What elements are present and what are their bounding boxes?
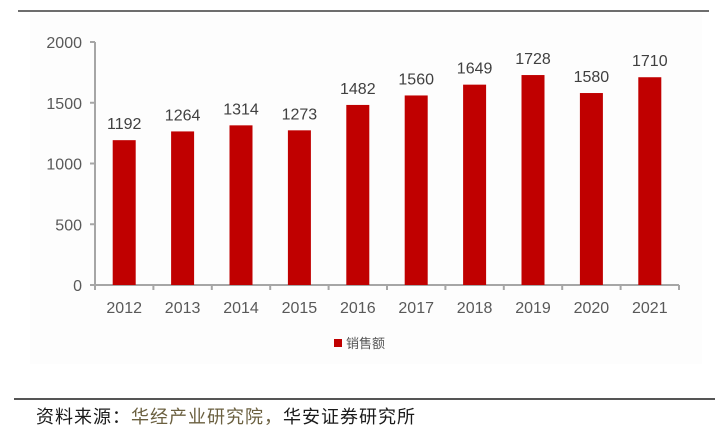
bar-value-label: 1710 <box>632 53 668 70</box>
bar <box>404 95 428 286</box>
bar <box>229 125 253 285</box>
y-tick-label: 1500 <box>46 96 82 113</box>
bar <box>521 75 545 285</box>
source-secondary: 华安证券研究所 <box>283 407 416 428</box>
top-rule <box>18 10 709 12</box>
bar-value-label: 1314 <box>223 101 259 118</box>
y-tick-label: 500 <box>55 217 82 234</box>
y-tick-label: 1000 <box>46 157 82 174</box>
source-note: 资料来源：华经产业研究院，华安证券研究所 <box>36 403 416 429</box>
source-rule <box>14 398 715 400</box>
legend-label: 销售额 <box>346 336 385 352</box>
bar <box>171 131 195 285</box>
bar-value-label: 1192 <box>107 116 142 133</box>
source-label: 资料来源： <box>36 407 131 428</box>
bar-value-label: 1580 <box>574 69 610 86</box>
y-axis: 0 500 1000 1500 2000 <box>46 35 96 295</box>
bar-value-label: 1560 <box>398 71 434 88</box>
x-axis: 2012 2013 2014 2015 2016 2017 2018 2019 2020 2021 <box>94 284 680 317</box>
legend: 销售额 <box>334 336 385 352</box>
legend-swatch <box>334 339 342 347</box>
y-tick-label: 0 <box>73 278 82 295</box>
bar <box>287 130 311 285</box>
bar <box>112 140 136 285</box>
x-tick-label: 2012 <box>106 300 142 317</box>
bar-value-label: 1264 <box>165 107 201 124</box>
y-tick-label: 2000 <box>46 35 82 52</box>
bar-value-label: 1649 <box>457 61 493 78</box>
bars: 1192 1264 1314 1273 1482 1560 1649 1728 1580 1710 <box>107 51 668 286</box>
x-tick-label: 2016 <box>340 300 376 317</box>
bar-value-label: 1728 <box>515 51 551 68</box>
x-tick-label: 2020 <box>574 300 610 317</box>
x-tick-label: 2019 <box>515 300 551 317</box>
bar-value-label: 1273 <box>282 106 318 123</box>
bar <box>638 77 662 285</box>
bar <box>579 93 603 285</box>
x-tick-label: 2013 <box>165 300 201 317</box>
x-tick-label: 2018 <box>457 300 493 317</box>
source-primary: 华经产业研究院， <box>131 407 283 428</box>
bar <box>346 104 370 285</box>
x-tick-label: 2021 <box>632 300 668 317</box>
x-tick-label: 2015 <box>282 300 318 317</box>
x-tick-label: 2017 <box>398 300 434 317</box>
bar-value-label: 1482 <box>340 81 376 98</box>
x-tick-label: 2014 <box>223 300 259 317</box>
bar <box>463 84 487 285</box>
